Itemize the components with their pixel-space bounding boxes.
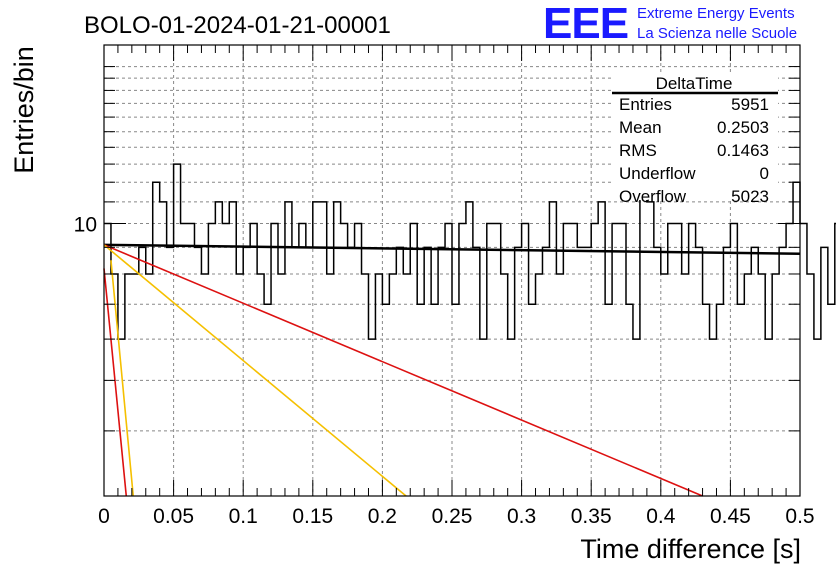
x-tick-label: 0.2 <box>368 505 397 528</box>
x-tick-label: 0.4 <box>646 505 676 528</box>
stats-value: 0 <box>760 164 769 183</box>
stats-rows: Entries 5951 Mean 0.2503 RMS 0.1463 Underflow 0… <box>619 95 769 206</box>
x-tick-label: 0.1 <box>229 505 258 528</box>
fit-line <box>103 243 801 255</box>
y-axis-label: Entries/bin <box>9 46 39 174</box>
chart-title: BOLO-01-2024-01-21-00001 <box>84 12 391 39</box>
axis-ticks <box>103 45 801 497</box>
fit-line <box>103 244 703 497</box>
fit-line <box>103 244 407 497</box>
stats-value: 0.1463 <box>717 141 769 160</box>
eee-logo: EEE Extreme Energy Events La Scienza nel… <box>543 0 797 48</box>
fit-line <box>103 268 128 497</box>
x-tick-label: 0.25 <box>432 505 473 528</box>
stats-title: DeltaTime <box>656 74 733 93</box>
logo-line1: Extreme Energy Events <box>637 5 795 22</box>
logo-mark: EEE <box>543 0 628 48</box>
x-tick-label: 0.05 <box>153 505 194 528</box>
fit-lines <box>103 243 801 497</box>
stats-label: Entries <box>619 95 672 114</box>
x-tick-label: 0.15 <box>292 505 333 528</box>
x-tick-label: 0.35 <box>571 505 612 528</box>
fit-line <box>110 260 135 497</box>
x-axis-label: Time difference [s] <box>580 534 801 564</box>
x-tick-label: 0.3 <box>507 505 536 528</box>
stats-label: RMS <box>619 141 657 160</box>
stats-value: 5951 <box>731 95 769 114</box>
stats-box: DeltaTime Entries 5951 Mean 0.2503 RMS 0.1463… <box>612 72 778 206</box>
stats-value: 5023 <box>731 187 769 206</box>
y-tick-labels: 10 <box>74 213 97 236</box>
x-tick-labels: 0 0.05 0.1 0.15 0.2 0.25 0.3 0.35 0.4 0.45 0.5 <box>98 505 814 528</box>
histogram <box>104 146 836 340</box>
stats-label: Mean <box>619 118 662 137</box>
x-tick-label: 0 <box>98 505 110 528</box>
y-tick-label: 10 <box>74 213 97 236</box>
histogram-outline <box>104 146 836 340</box>
x-tick-label: 0.45 <box>710 505 751 528</box>
stats-label: Underflow <box>619 164 696 183</box>
stats-value: 0.2503 <box>717 118 769 137</box>
x-tick-label: 0.5 <box>785 505 814 528</box>
stats-label: Overflow <box>619 187 687 206</box>
logo-line2: La Scienza nelle Scuole <box>637 25 797 42</box>
